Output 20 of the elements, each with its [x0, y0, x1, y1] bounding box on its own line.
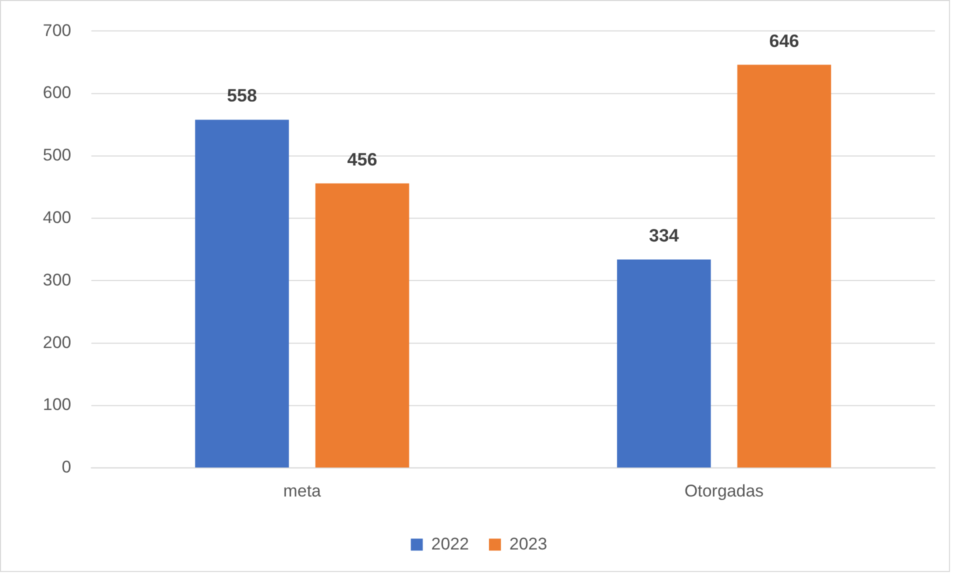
- x-tick-label: meta: [283, 482, 322, 501]
- bar: [737, 64, 832, 468]
- y-tick-label: 300: [42, 270, 72, 290]
- y-tick-label: 600: [42, 83, 72, 102]
- y-tick-label: 500: [42, 146, 72, 165]
- y-tick-label: 400: [42, 208, 72, 227]
- y-tick-label: 100: [42, 395, 72, 414]
- bar: [195, 120, 289, 468]
- bar: [617, 260, 711, 468]
- data-label: 334: [648, 226, 679, 246]
- y-tick-label: 200: [42, 332, 72, 352]
- data-label: 456: [347, 149, 378, 170]
- bar: [315, 183, 410, 468]
- legend-label: 2023: [509, 534, 548, 554]
- legend-label: 2022: [431, 534, 469, 554]
- data-label: 646: [769, 30, 800, 51]
- y-tick-label: 700: [42, 20, 72, 40]
- y-tick-label: 0: [62, 458, 72, 477]
- x-tick-label: Otorgadas: [684, 482, 764, 501]
- data-label: 558: [227, 86, 258, 106]
